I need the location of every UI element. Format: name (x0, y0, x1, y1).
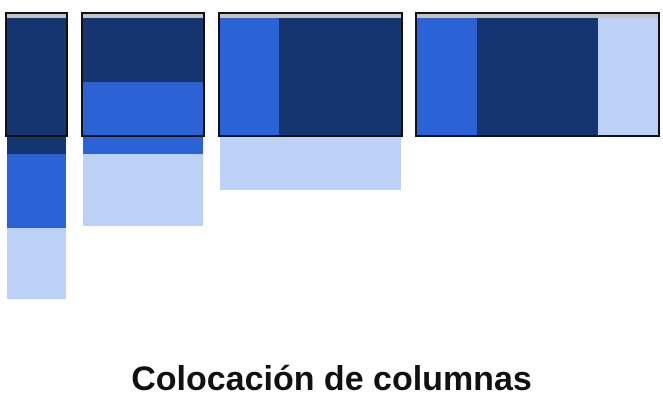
layout-3-light-block (220, 135, 401, 190)
layout-1-dark-block (7, 16, 66, 154)
layout-2-light-block (83, 154, 203, 226)
layout-1-viewport-frame (5, 12, 68, 137)
layout-3-medium-block (220, 16, 279, 135)
layout-1-medium-block (7, 154, 66, 228)
layout-2-viewport-frame (81, 12, 205, 137)
layout-3-dark-block (279, 16, 401, 135)
layout-3-viewport-frame (218, 12, 403, 137)
layout-2-top-line (83, 14, 203, 18)
diagram-caption: Colocación de columnas (131, 360, 532, 398)
layout-4-top-line (417, 14, 658, 18)
layout-3-top-line (220, 14, 401, 18)
layout-1-light-block (7, 228, 66, 299)
layout-1-top-line (7, 14, 66, 18)
layout-4-medium-block (417, 16, 477, 135)
layout-2-medium-block (83, 82, 203, 154)
layout-4-viewport-frame (415, 12, 660, 137)
layout-4-light-block (598, 16, 658, 135)
layout-4-dark-block (477, 16, 598, 135)
layout-2-dark-block (83, 16, 203, 82)
